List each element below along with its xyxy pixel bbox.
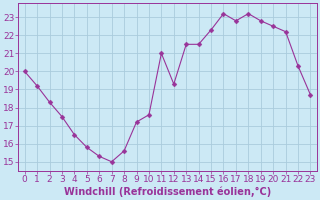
X-axis label: Windchill (Refroidissement éolien,°C): Windchill (Refroidissement éolien,°C) (64, 187, 271, 197)
